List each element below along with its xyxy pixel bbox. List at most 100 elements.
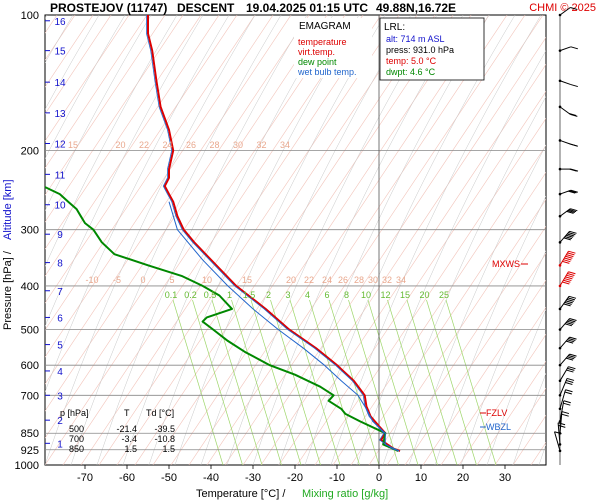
wind-barb-flag [563, 237, 571, 241]
wind-barb-flag [570, 84, 578, 88]
wind-barb-base [558, 328, 562, 331]
lrl-pressure: press: 931.0 hPa [386, 45, 454, 55]
dry-adiabat-line [134, 15, 436, 465]
wind-barb-flag [564, 278, 572, 282]
moist-adiabat-line [45, 15, 126, 160]
wind-barb-flag [569, 143, 577, 147]
dry-adiabat-line [45, 15, 274, 358]
y-axis-label-altitude: Altitude [km] [2, 179, 14, 240]
moist-adiabat-line [200, 15, 412, 465]
mixing-ratio-line [309, 299, 360, 465]
station-title: PROSTEJOV (11747) [50, 1, 167, 15]
table-cell-t: -3.4 [121, 434, 137, 444]
wind-barb-flag [570, 113, 578, 117]
theta-label: 15 [68, 140, 78, 150]
mixing-ratio-label: 1 [227, 290, 232, 300]
wind-barb-staff [559, 389, 566, 409]
wind-barb-flag [568, 112, 577, 116]
dry-adiabat-line [45, 15, 292, 385]
altitude-tick-label: 13 [54, 109, 66, 120]
dry-adiabat-line [224, 15, 526, 465]
lrl-altitude: alt: 714 m ASL [386, 34, 445, 44]
temperature-tick-label: -30 [245, 472, 261, 484]
y-axis-label: Pressure [hPa] / [2, 250, 14, 330]
dry-adiabat-line [404, 252, 546, 465]
wind-barb-base [558, 105, 562, 109]
axis-ticks: 0.1 0.2 0.5 1 1.5 2 3 4 6 8 10 12 15 20 25100200300400… [15, 10, 512, 484]
theta-e-label: 5 [169, 275, 174, 285]
dry-adiabat-line [45, 15, 256, 331]
dry-adiabat-line [45, 15, 346, 465]
wind-barb-base [558, 241, 562, 244]
dry-adiabat-line [440, 306, 546, 465]
wind-barb-flag [566, 254, 574, 258]
plot-frame [44, 14, 547, 466]
table-row: 500 -21.4 -39.5 [69, 424, 175, 434]
mixing-ratio-label: 4 [305, 290, 310, 300]
theta-label: 28 [209, 140, 219, 150]
dry-adiabat-line [45, 15, 328, 439]
dry-adiabat-line [45, 15, 130, 142]
sounding-type: DESCENT [177, 1, 235, 15]
wind-barb-flag [567, 339, 575, 343]
wind-barb-flag [568, 271, 576, 275]
dry-adiabat-line [458, 333, 546, 465]
wind-barb-flag [566, 210, 574, 214]
mixing-ratio-label: 8 [344, 290, 349, 300]
mixing-ratio-label: 15 [400, 290, 410, 300]
wind-barb-flag [569, 168, 577, 172]
lrl-dewpoint: dwpt: 4.6 °C [386, 67, 436, 77]
wind-barb-flag [568, 366, 576, 370]
altitude-tick-label: 6 [57, 313, 63, 324]
moist-adiabat-line [70, 15, 282, 465]
mixing-ratio-line [426, 299, 477, 465]
wind-barb-flag [561, 411, 570, 415]
temperature-tick-label: -60 [119, 472, 135, 484]
wind-barb-staff [559, 189, 571, 195]
mixing-ratio-line [172, 299, 224, 465]
moist-adiabat-line [486, 308, 546, 465]
temperature-tick-label: -50 [161, 472, 177, 484]
temperature-tick-label: 30 [499, 472, 511, 484]
wind-barb-flag [566, 298, 574, 302]
mxws-label: MXWS [492, 259, 520, 269]
wind-barb-flag [564, 301, 572, 305]
x-axis-label-mixing: Mixing ratio [g/kg] [302, 488, 388, 500]
dry-adiabat-line [45, 15, 184, 223]
wind-barb-flag [568, 190, 576, 194]
wind-barb-flag [566, 379, 574, 383]
table-row: 850 1.5 1.5 [69, 444, 175, 454]
moist-adiabat-line [45, 15, 230, 393]
wind-barb-base [558, 379, 562, 383]
table-cell-t: -21.4 [116, 424, 137, 434]
dry-adiabat-line [116, 15, 418, 465]
wind-barb-flag [565, 340, 574, 344]
table-cell-t: 1.5 [124, 444, 137, 454]
wind-barb-flag [569, 336, 577, 340]
wind-barbs-column [554, 6, 579, 465]
wind-barb-flag [567, 367, 575, 371]
dry-adiabat-line [152, 15, 454, 465]
moist-adiabat-line [591, 15, 600, 465]
wind-barb-flag [561, 413, 569, 417]
wind-barb-flag [565, 357, 574, 361]
dry-adiabat-line [350, 171, 546, 465]
wind-barb-base [558, 420, 562, 423]
theta-e-label: -10 [85, 275, 98, 285]
altitude-tick-label: 15 [54, 47, 66, 58]
mixing-ratio-line [211, 299, 263, 465]
altitude-tick-label: 11 [55, 170, 66, 181]
moist-adiabat-line [356, 50, 546, 465]
altitude-tick-label: 5 [57, 341, 63, 352]
table-cell-td: 1.5 [162, 444, 175, 454]
altitude-tick-label: 3 [57, 391, 63, 402]
wind-barb-flag [564, 391, 572, 395]
wind-barb-base [558, 449, 562, 453]
dry-adiabat-line [476, 360, 546, 465]
wind-barb-flag [563, 279, 571, 283]
dry-adiabat-line [314, 117, 546, 465]
dry-adiabat-line [567, 15, 600, 465]
dry-adiabat-line [549, 15, 600, 465]
wind-barb-staff [559, 46, 571, 52]
